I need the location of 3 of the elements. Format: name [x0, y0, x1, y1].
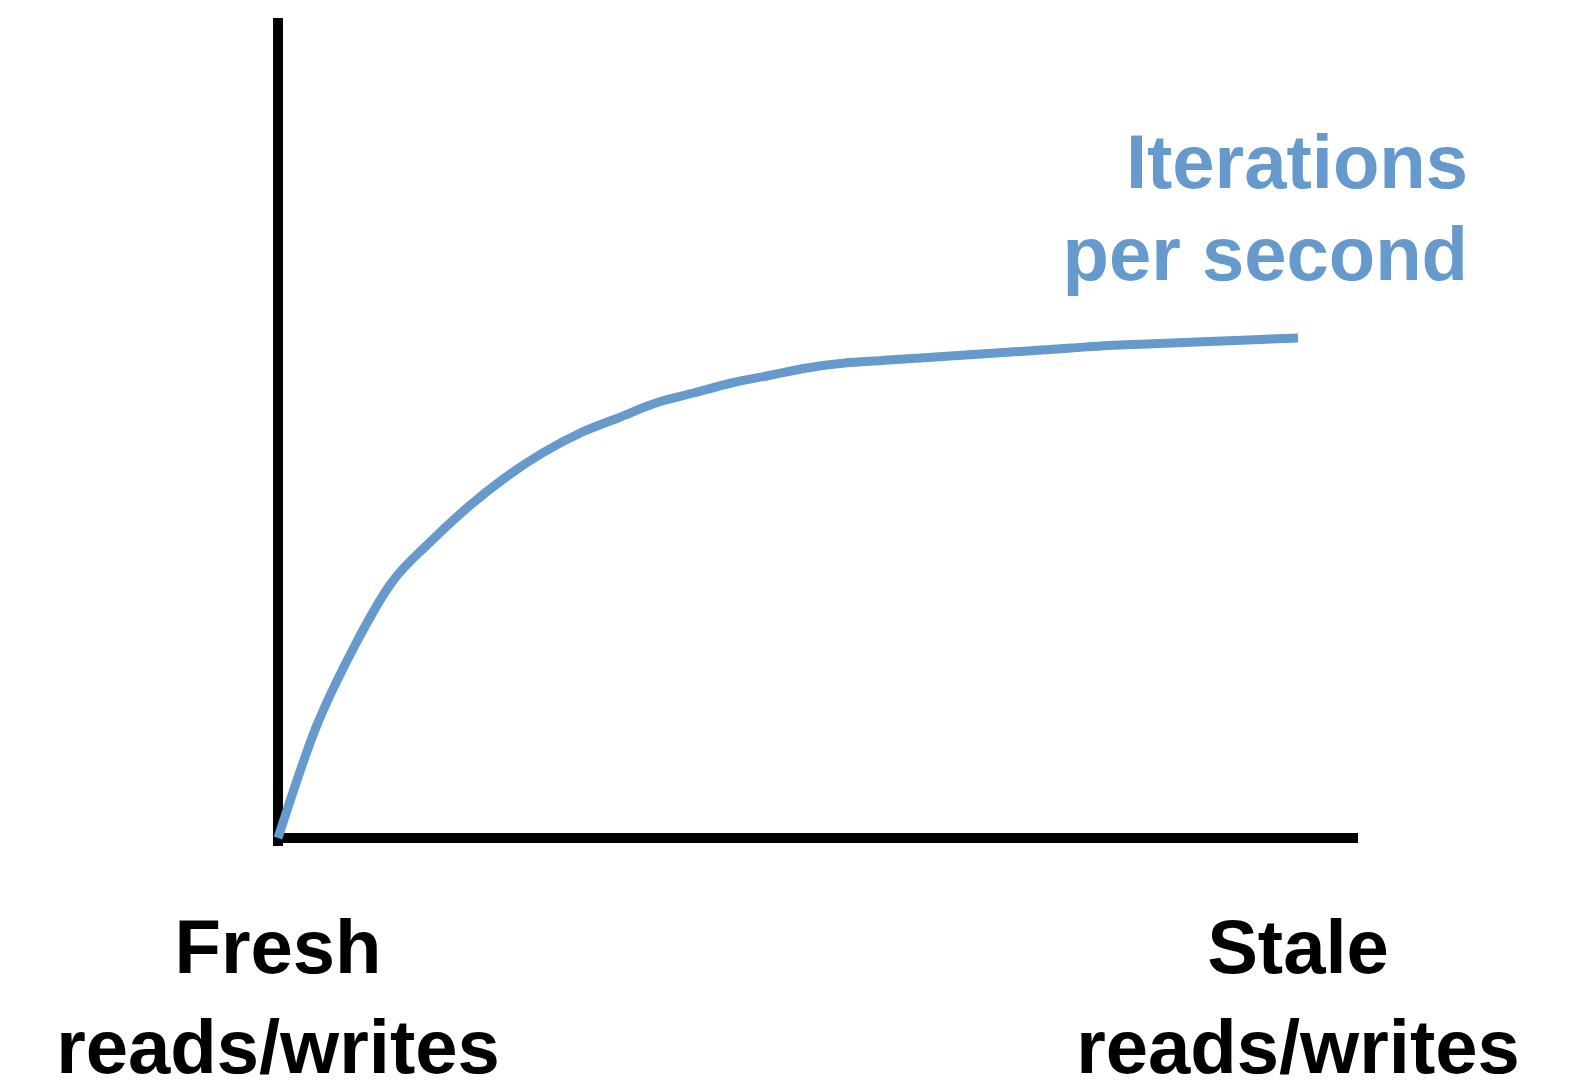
series-label: Iterations per second	[1062, 119, 1468, 296]
x-tick-label: Fresh reads/writes	[56, 904, 500, 1082]
x-tick-label: Stale reads/writes	[1076, 904, 1520, 1082]
